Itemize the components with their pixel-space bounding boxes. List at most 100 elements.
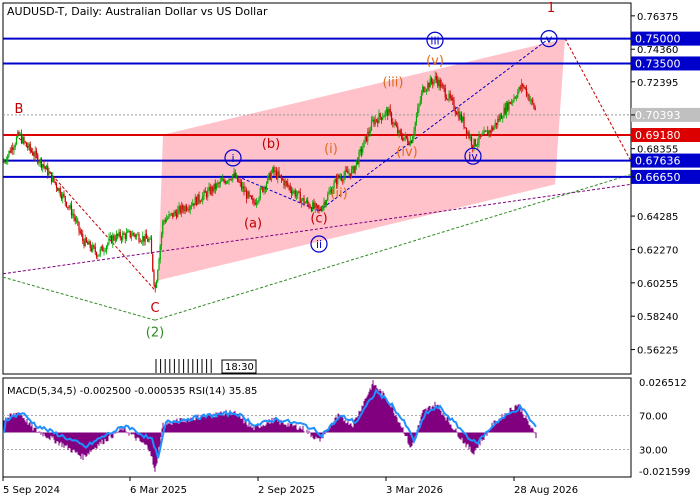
candle bbox=[172, 212, 174, 220]
candle bbox=[157, 269, 159, 284]
candle bbox=[312, 200, 314, 212]
candle bbox=[303, 195, 305, 207]
candle bbox=[305, 197, 308, 204]
candle bbox=[8, 150, 10, 158]
candle bbox=[104, 247, 106, 253]
candle bbox=[120, 235, 123, 244]
candle bbox=[479, 134, 481, 140]
candle bbox=[318, 204, 320, 214]
candle bbox=[183, 205, 185, 214]
candle bbox=[193, 203, 195, 209]
candle bbox=[180, 201, 183, 218]
indicator-panel[interactable] bbox=[2, 377, 632, 478]
candle bbox=[454, 106, 456, 117]
circled-wave-iii: iii bbox=[426, 31, 444, 49]
candle bbox=[107, 242, 109, 250]
candle bbox=[53, 176, 55, 183]
candle bbox=[84, 234, 86, 247]
candle bbox=[38, 160, 40, 167]
candle bbox=[160, 231, 163, 251]
candle bbox=[249, 194, 251, 198]
level-tag-label-0: 0.75000 bbox=[635, 33, 681, 46]
candle bbox=[117, 233, 119, 240]
candle bbox=[370, 116, 373, 132]
candle bbox=[284, 177, 286, 190]
wave-label-7: (i) bbox=[324, 142, 338, 157]
candle bbox=[167, 215, 169, 221]
candle bbox=[198, 191, 200, 205]
candle bbox=[495, 122, 498, 130]
wave-label-2: (2) bbox=[146, 326, 164, 341]
candle bbox=[267, 175, 269, 185]
candle bbox=[65, 201, 68, 208]
candle bbox=[170, 212, 173, 217]
candle bbox=[168, 210, 170, 219]
candle bbox=[19, 132, 21, 136]
wave-label-0: B bbox=[15, 102, 24, 117]
macd-tick-label-1: -0.021599 bbox=[639, 467, 690, 478]
candle bbox=[442, 82, 444, 89]
candle bbox=[507, 100, 509, 112]
green-trendline-left bbox=[2, 276, 156, 321]
candle bbox=[262, 186, 264, 193]
candle bbox=[279, 175, 281, 178]
candle bbox=[360, 146, 363, 158]
candle bbox=[478, 131, 480, 148]
candle bbox=[100, 245, 103, 252]
candle bbox=[339, 173, 341, 181]
candle bbox=[297, 191, 299, 199]
candle bbox=[190, 202, 193, 210]
candle bbox=[239, 178, 241, 187]
candle bbox=[469, 133, 471, 142]
candle bbox=[512, 99, 514, 106]
candle bbox=[22, 134, 24, 145]
candle bbox=[169, 213, 171, 217]
candle bbox=[230, 176, 233, 182]
candle bbox=[255, 198, 258, 208]
candle bbox=[129, 230, 131, 239]
candle bbox=[102, 244, 104, 252]
candle bbox=[97, 254, 99, 260]
candle bbox=[195, 196, 198, 207]
candle bbox=[304, 201, 306, 204]
candle bbox=[159, 244, 161, 264]
candle bbox=[224, 179, 226, 185]
candle bbox=[439, 77, 441, 91]
candle bbox=[199, 199, 201, 204]
candle bbox=[408, 140, 410, 146]
candle bbox=[149, 235, 151, 240]
wave-label-4: (a) bbox=[244, 216, 262, 231]
candle bbox=[115, 230, 118, 242]
circled-wave-iv: iv bbox=[464, 147, 482, 165]
candle bbox=[114, 234, 116, 244]
candle bbox=[48, 167, 50, 177]
candle bbox=[268, 172, 270, 181]
candle bbox=[82, 229, 84, 245]
candle bbox=[124, 232, 126, 244]
candle bbox=[460, 111, 463, 123]
candle bbox=[493, 125, 495, 131]
candle bbox=[349, 173, 351, 180]
candle bbox=[57, 187, 59, 191]
candle bbox=[519, 85, 521, 92]
candle bbox=[403, 137, 405, 142]
candle bbox=[322, 204, 324, 213]
candle bbox=[353, 165, 355, 174]
candle bbox=[24, 140, 26, 144]
candle bbox=[274, 166, 276, 176]
candle bbox=[497, 115, 499, 129]
candle bbox=[392, 118, 394, 128]
candle bbox=[128, 229, 130, 233]
candle bbox=[347, 166, 349, 174]
candle bbox=[247, 190, 249, 199]
y-tick-label-4: 0.68355 bbox=[637, 145, 678, 156]
wave-label-11: (v) bbox=[426, 54, 444, 69]
candle bbox=[367, 128, 369, 145]
candle bbox=[37, 152, 39, 165]
wave-label-9: (iii) bbox=[383, 76, 404, 91]
candle bbox=[443, 84, 445, 92]
history-markers bbox=[155, 359, 212, 373]
candle bbox=[375, 119, 378, 123]
main-panel[interactable] bbox=[2, 2, 632, 375]
